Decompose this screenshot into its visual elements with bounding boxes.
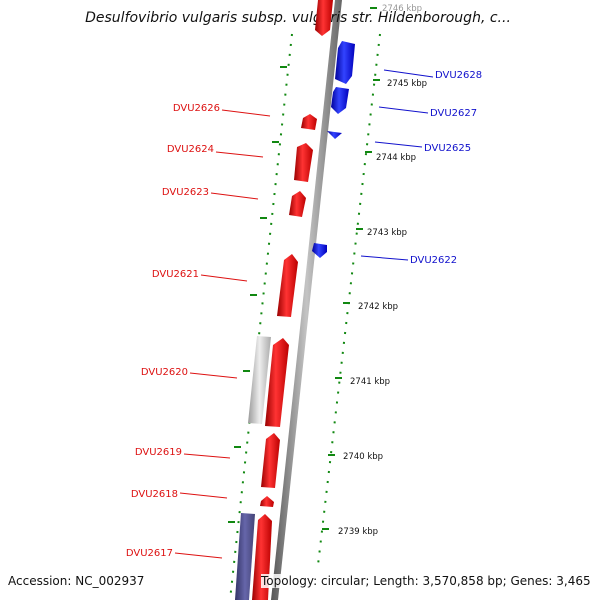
label-DVU2622[interactable]: DVU2622 <box>360 255 457 266</box>
gene-DVU2618[interactable] <box>260 496 274 507</box>
gene-DVU2623[interactable] <box>289 191 306 217</box>
gene-label: DVU2620 <box>141 367 188 378</box>
label-DVU2626[interactable]: DVU2626 <box>173 103 271 117</box>
gene-DVU2621[interactable] <box>277 254 298 317</box>
tick-2740: 2740 kbp <box>328 452 383 462</box>
tick-2744: 2744 kbp <box>365 151 416 163</box>
tick-label: 2741 kbp <box>350 377 390 387</box>
gene-label: DVU2618 <box>131 489 178 500</box>
tick-2745: 2745 kbp <box>373 79 427 89</box>
gene-DVU2624[interactable] <box>294 143 313 182</box>
gene-DVU2620[interactable] <box>265 338 289 427</box>
label-DVU2620[interactable]: DVU2620 <box>141 367 238 379</box>
tick-label: 2742 kbp <box>358 302 398 312</box>
accession-label: Accession: NC_002937 <box>8 574 145 588</box>
gene-label: DVU2621 <box>152 269 199 280</box>
genome-backbone <box>271 0 342 600</box>
tick-2739: 2739 kbp <box>322 527 378 537</box>
gene-DVU2625[interactable] <box>327 131 342 139</box>
gene-DVU2619[interactable] <box>261 433 280 488</box>
tick-label: 2739 kbp <box>338 527 378 537</box>
tick-label: 2743 kbp <box>367 228 407 238</box>
label-DVU2619[interactable]: DVU2619 <box>135 447 231 459</box>
label-DVU2628[interactable]: DVU2628 <box>383 69 482 81</box>
gene-label: DVU2628 <box>435 70 482 81</box>
genome-summary: Topology: circular; Length: 3,570,858 bp… <box>261 574 591 588</box>
tick-2746: 2746 kbp <box>370 4 422 14</box>
gene-DVU2628[interactable] <box>335 41 355 84</box>
gene-label: DVU2619 <box>135 447 182 458</box>
gene-label: DVU2617 <box>126 548 173 559</box>
label-DVU2625[interactable]: DVU2625 <box>374 141 471 154</box>
gene-label: DVU2622 <box>410 255 457 266</box>
gene-label: DVU2625 <box>424 143 471 154</box>
label-DVU2624[interactable]: DVU2624 <box>167 144 264 158</box>
label-DVU2621[interactable]: DVU2621 <box>152 269 248 282</box>
map-title: Desulfovibrio vulgaris subsp. vulgaris s… <box>85 10 511 26</box>
gene-label: DVU2627 <box>430 108 477 119</box>
tick-label: 2744 kbp <box>376 153 416 163</box>
gene-gray-element[interactable] <box>248 336 271 424</box>
gene-purple-element[interactable] <box>235 513 255 600</box>
tick-2742: 2742 kbp <box>343 302 398 312</box>
label-DVU2617[interactable]: DVU2617 <box>126 548 223 559</box>
tick-label: 2740 kbp <box>343 452 383 462</box>
label-DVU2627[interactable]: DVU2627 <box>378 106 477 119</box>
label-DVU2623[interactable]: DVU2623 <box>162 187 259 200</box>
label-DVU2618[interactable]: DVU2618 <box>131 489 228 500</box>
gene-label: DVU2623 <box>162 187 209 198</box>
left-track-ticks <box>228 66 287 523</box>
gene-DVU2627[interactable] <box>331 87 349 114</box>
gene-label: DVU2626 <box>173 103 220 114</box>
tick-2741: 2741 kbp <box>335 377 390 387</box>
gene-DVU2626[interactable] <box>301 114 317 130</box>
gene-DVU2622[interactable] <box>312 243 327 258</box>
gene-top-partial[interactable] <box>315 0 333 36</box>
tick-label: 2745 kbp <box>387 79 427 89</box>
gene-label: DVU2624 <box>167 144 214 155</box>
tick-2743: 2743 kbp <box>356 228 407 238</box>
tick-label: 2746 kbp <box>382 4 422 14</box>
